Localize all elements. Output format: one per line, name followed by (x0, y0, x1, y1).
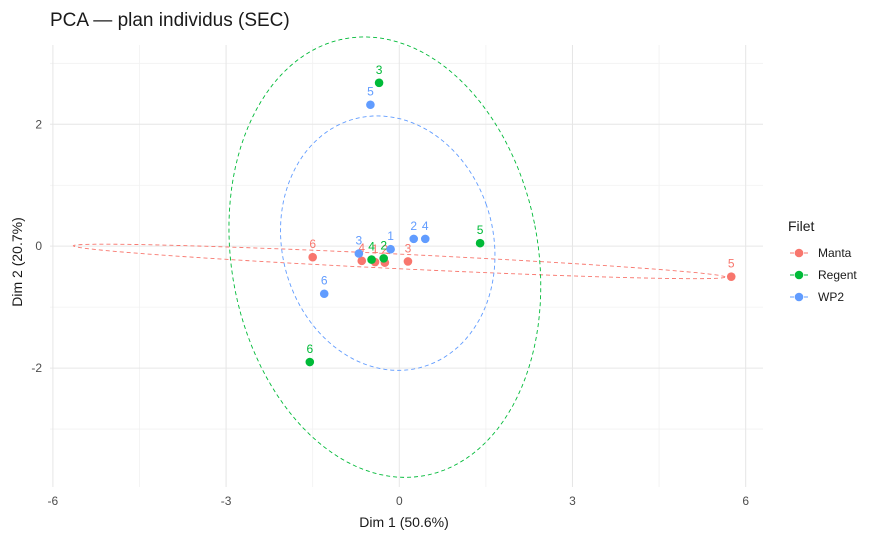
point-label: 3 (356, 234, 363, 248)
point-wp2 (386, 244, 395, 254)
point-label: 2 (382, 243, 389, 257)
point-wp2 (354, 249, 364, 258)
point-manta (403, 257, 413, 266)
point-regent (475, 238, 485, 248)
point-manta (308, 252, 317, 262)
point-wp2 (409, 234, 419, 244)
x-tick-label: 0 (396, 494, 403, 508)
grid (50, 45, 763, 487)
point-label: 6 (306, 342, 313, 356)
point-label: 3 (405, 241, 412, 255)
point-label: 5 (477, 223, 484, 237)
point-manta (726, 272, 736, 281)
x-tick-label: -6 (48, 494, 59, 508)
point-label: 5 (728, 257, 735, 271)
point-label: 4 (358, 241, 365, 255)
confidence-ellipses (72, 36, 726, 478)
point-label: 2 (380, 238, 387, 252)
x-tick-label: 6 (742, 494, 749, 508)
point-wp2 (319, 289, 329, 299)
point-label: 5 (367, 85, 374, 99)
x-tick-label: 3 (569, 494, 576, 508)
tick-labels: -6 -3 0 3 6 -2 0 2 (31, 117, 749, 508)
point-wp2 (366, 100, 375, 110)
legend-key-point (794, 292, 804, 302)
legend-key-point (794, 270, 804, 280)
y-tick-label: 0 (35, 239, 42, 253)
point-label: 6 (309, 237, 316, 251)
point-regent (379, 254, 388, 263)
legend-label-manta: Manta (818, 246, 852, 260)
ellipse-wp2 (280, 115, 496, 371)
point-label: 6 (321, 274, 328, 288)
point-label: 1 (387, 229, 394, 243)
y-tick-label: 2 (35, 117, 42, 131)
point-wp2 (420, 234, 430, 244)
legend-key-point (794, 248, 804, 258)
legend-label-wp2: WP2 (818, 290, 844, 304)
y-tick-label: -2 (31, 361, 42, 375)
point-label: 4 (422, 219, 429, 233)
x-axis-label: Dim 1 (50.6%) (359, 514, 448, 530)
point-label: 1 (372, 242, 379, 256)
chart-title: PCA — plan individus (SEC) (50, 10, 290, 31)
point-manta (357, 256, 367, 266)
ellipse-regent (228, 36, 542, 478)
point-regent (374, 78, 384, 88)
legend: Filet Manta Regent WP2 (788, 218, 857, 304)
point-label: 4 (368, 240, 375, 254)
point-label: 3 (376, 63, 383, 77)
ellipse-manta (72, 243, 726, 280)
point-regent (305, 357, 315, 367)
point-label: 2 (410, 219, 417, 233)
legend-label-regent: Regent (818, 268, 857, 282)
x-tick-label: -3 (221, 494, 232, 508)
point-regent (367, 255, 376, 264)
legend-title: Filet (788, 218, 815, 234)
y-axis-label: Dim 2 (20.7%) (9, 217, 25, 306)
